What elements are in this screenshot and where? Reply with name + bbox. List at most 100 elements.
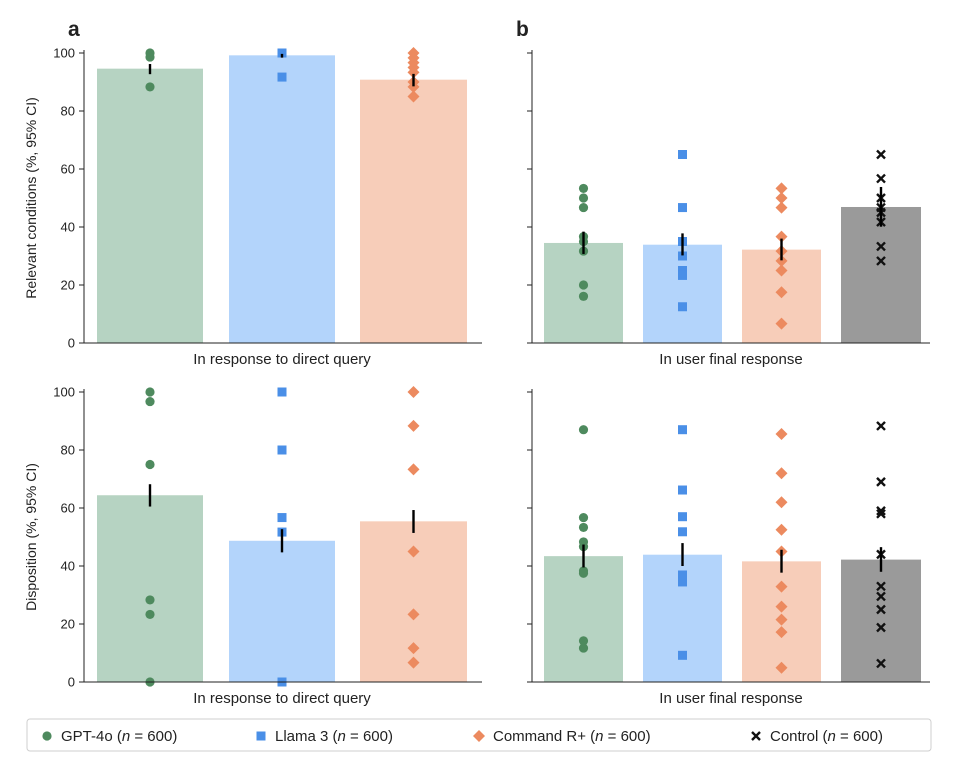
- point-command-r-a-bottom-5: [407, 642, 420, 655]
- point-command-r-a-bottom-3: [407, 545, 420, 558]
- bar-llama-3-a-bottom: [229, 540, 335, 682]
- point-llama-3-b-top-6: [678, 302, 687, 312]
- bar-command-r-a-top: [360, 79, 467, 344]
- panel-label-a: a: [68, 18, 80, 41]
- point-llama-3-b-bottom-6: [678, 577, 687, 587]
- legend-marker-control: [751, 731, 761, 741]
- bar-llama-3-a-top: [229, 55, 335, 343]
- point-control-b-top-0: [876, 149, 886, 160]
- x-axis-label-right-top: In user final response: [659, 351, 802, 368]
- point-control-b-bottom-7: [876, 604, 886, 615]
- point-command-r-b-top-1: [775, 192, 788, 204]
- point-gpt-4o-a-bottom-3: [145, 595, 155, 605]
- point-gpt-4o-b-top-7: [578, 291, 589, 301]
- point-gpt-4o-b-top-0: [578, 183, 589, 194]
- legend-marker-llama-3: [256, 731, 266, 741]
- point-llama-3-a-bottom-2: [277, 513, 287, 523]
- legend-label-gpt-4o: GPT-4o (n = 600): [61, 728, 177, 745]
- bar-gpt-4o-a-bottom: [97, 495, 203, 682]
- point-command-r-a-bottom-2: [407, 463, 420, 476]
- y-tick-label-a-bottom-80: 80: [61, 443, 75, 458]
- point-llama-3-a-top-1: [277, 72, 287, 82]
- point-command-r-a-bottom-6: [407, 656, 420, 669]
- point-gpt-4o-a-bottom-0: [145, 387, 155, 397]
- point-command-r-b-bottom-6: [775, 600, 788, 613]
- point-gpt-4o-a-bottom-2: [145, 459, 155, 470]
- point-gpt-4o-b-top-2: [578, 202, 589, 213]
- point-command-r-b-top-5: [775, 254, 788, 267]
- bar-control-b-bottom: [841, 559, 921, 682]
- point-llama-3-a-bottom-0: [277, 387, 287, 397]
- point-llama-3-b-top-0: [678, 150, 687, 159]
- bar-control-b-top: [841, 206, 921, 343]
- panel-label-b: b: [516, 18, 529, 41]
- y-tick-label-a-bottom-60: 60: [61, 501, 75, 516]
- x-axis-label-left-bottom: In response to direct query: [193, 690, 371, 707]
- point-command-r-b-bottom-3: [775, 523, 788, 536]
- point-control-b-top-6: [876, 241, 886, 252]
- point-control-b-bottom-8: [876, 622, 886, 633]
- point-command-r-b-top-2: [775, 201, 788, 214]
- point-control-b-bottom-3: [876, 508, 886, 519]
- point-command-r-a-top-4: [407, 66, 420, 79]
- point-gpt-4o-b-bottom-8: [578, 643, 589, 653]
- point-llama-3-b-top-3: [678, 251, 687, 261]
- point-llama-3-b-bottom-3: [678, 527, 687, 537]
- point-command-r-b-top-8: [775, 317, 788, 330]
- point-gpt-4o-a-bottom-4: [145, 609, 155, 620]
- point-llama-3-b-bottom-1: [678, 485, 687, 495]
- y-tick-label-a-top-40: 40: [61, 220, 75, 235]
- y-tick-label-a-bottom-100: 100: [53, 385, 75, 400]
- point-gpt-4o-a-top-2: [145, 82, 155, 92]
- point-command-r-a-bottom-4: [407, 608, 420, 621]
- panel-a-bottom: 0 20 40 60 80 100: [53, 385, 482, 690]
- point-gpt-4o-b-bottom-2: [578, 522, 589, 533]
- bar-llama-3-b-top: [643, 244, 722, 343]
- point-gpt-4o-b-top-1: [578, 193, 589, 203]
- legend-items: GPT-4o (n = 600) Llama 3 (n = 600) Command…: [42, 728, 883, 745]
- point-command-r-b-top-0: [775, 182, 788, 195]
- y-axis-label-bottom: Disposition (%, 95% CI): [23, 463, 39, 611]
- point-llama-3-a-top-0: [277, 48, 287, 58]
- point-llama-3-b-top-5: [678, 270, 687, 280]
- panel-b-bottom: [527, 389, 930, 683]
- point-gpt-4o-b-bottom-0: [578, 425, 589, 435]
- y-axis-label-top: Relevant conditions (%, 95% CI): [23, 97, 39, 299]
- point-llama-3-b-bottom-2: [678, 512, 687, 522]
- point-control-b-bottom-2: [876, 506, 886, 516]
- point-command-r-b-bottom-8: [775, 626, 788, 639]
- point-gpt-4o-b-bottom-1: [578, 512, 589, 523]
- point-control-b-bottom-6: [876, 591, 886, 602]
- point-command-r-a-top-6: [407, 80, 420, 93]
- point-control-b-bottom-5: [876, 581, 886, 592]
- point-command-r-a-top-7: [407, 90, 420, 103]
- legend-label-llama-3: Llama 3 (n = 600): [275, 728, 393, 745]
- point-gpt-4o-a-top-1: [145, 52, 155, 62]
- x-axis-label-right-bottom: In user final response: [659, 690, 802, 707]
- point-command-r-b-top-7: [775, 286, 788, 299]
- y-tick-label-a-top-100: 100: [53, 46, 75, 61]
- legend-label-control: Control (n = 600): [770, 728, 883, 745]
- point-gpt-4o-a-bottom-1: [145, 396, 155, 407]
- legend-marker-command-r: [473, 730, 485, 742]
- bar-gpt-4o-a-top: [97, 68, 203, 343]
- point-llama-3-b-top-1: [678, 203, 687, 213]
- point-gpt-4o-b-bottom-6: [578, 568, 589, 578]
- point-gpt-4o-b-bottom-7: [578, 636, 589, 646]
- point-command-r-b-bottom-2: [775, 496, 788, 509]
- point-control-b-top-1: [876, 173, 886, 184]
- point-gpt-4o-b-top-6: [578, 280, 589, 290]
- point-command-r-b-bottom-0: [775, 428, 788, 441]
- point-command-r-b-top-3: [775, 230, 788, 243]
- panel-b-top: [527, 50, 930, 344]
- point-control-b-bottom-0: [876, 421, 886, 431]
- y-tick-label-a-top-20: 20: [61, 278, 75, 293]
- point-command-r-b-bottom-7: [775, 613, 788, 626]
- point-llama-3-b-bottom-4: [678, 570, 687, 580]
- legend-label-command-r: Command R+ (n = 600): [493, 728, 651, 745]
- x-axis-label-left-top: In response to direct query: [193, 351, 371, 368]
- point-command-r-a-bottom-1: [407, 419, 420, 432]
- point-command-r-a-bottom-0: [407, 386, 420, 398]
